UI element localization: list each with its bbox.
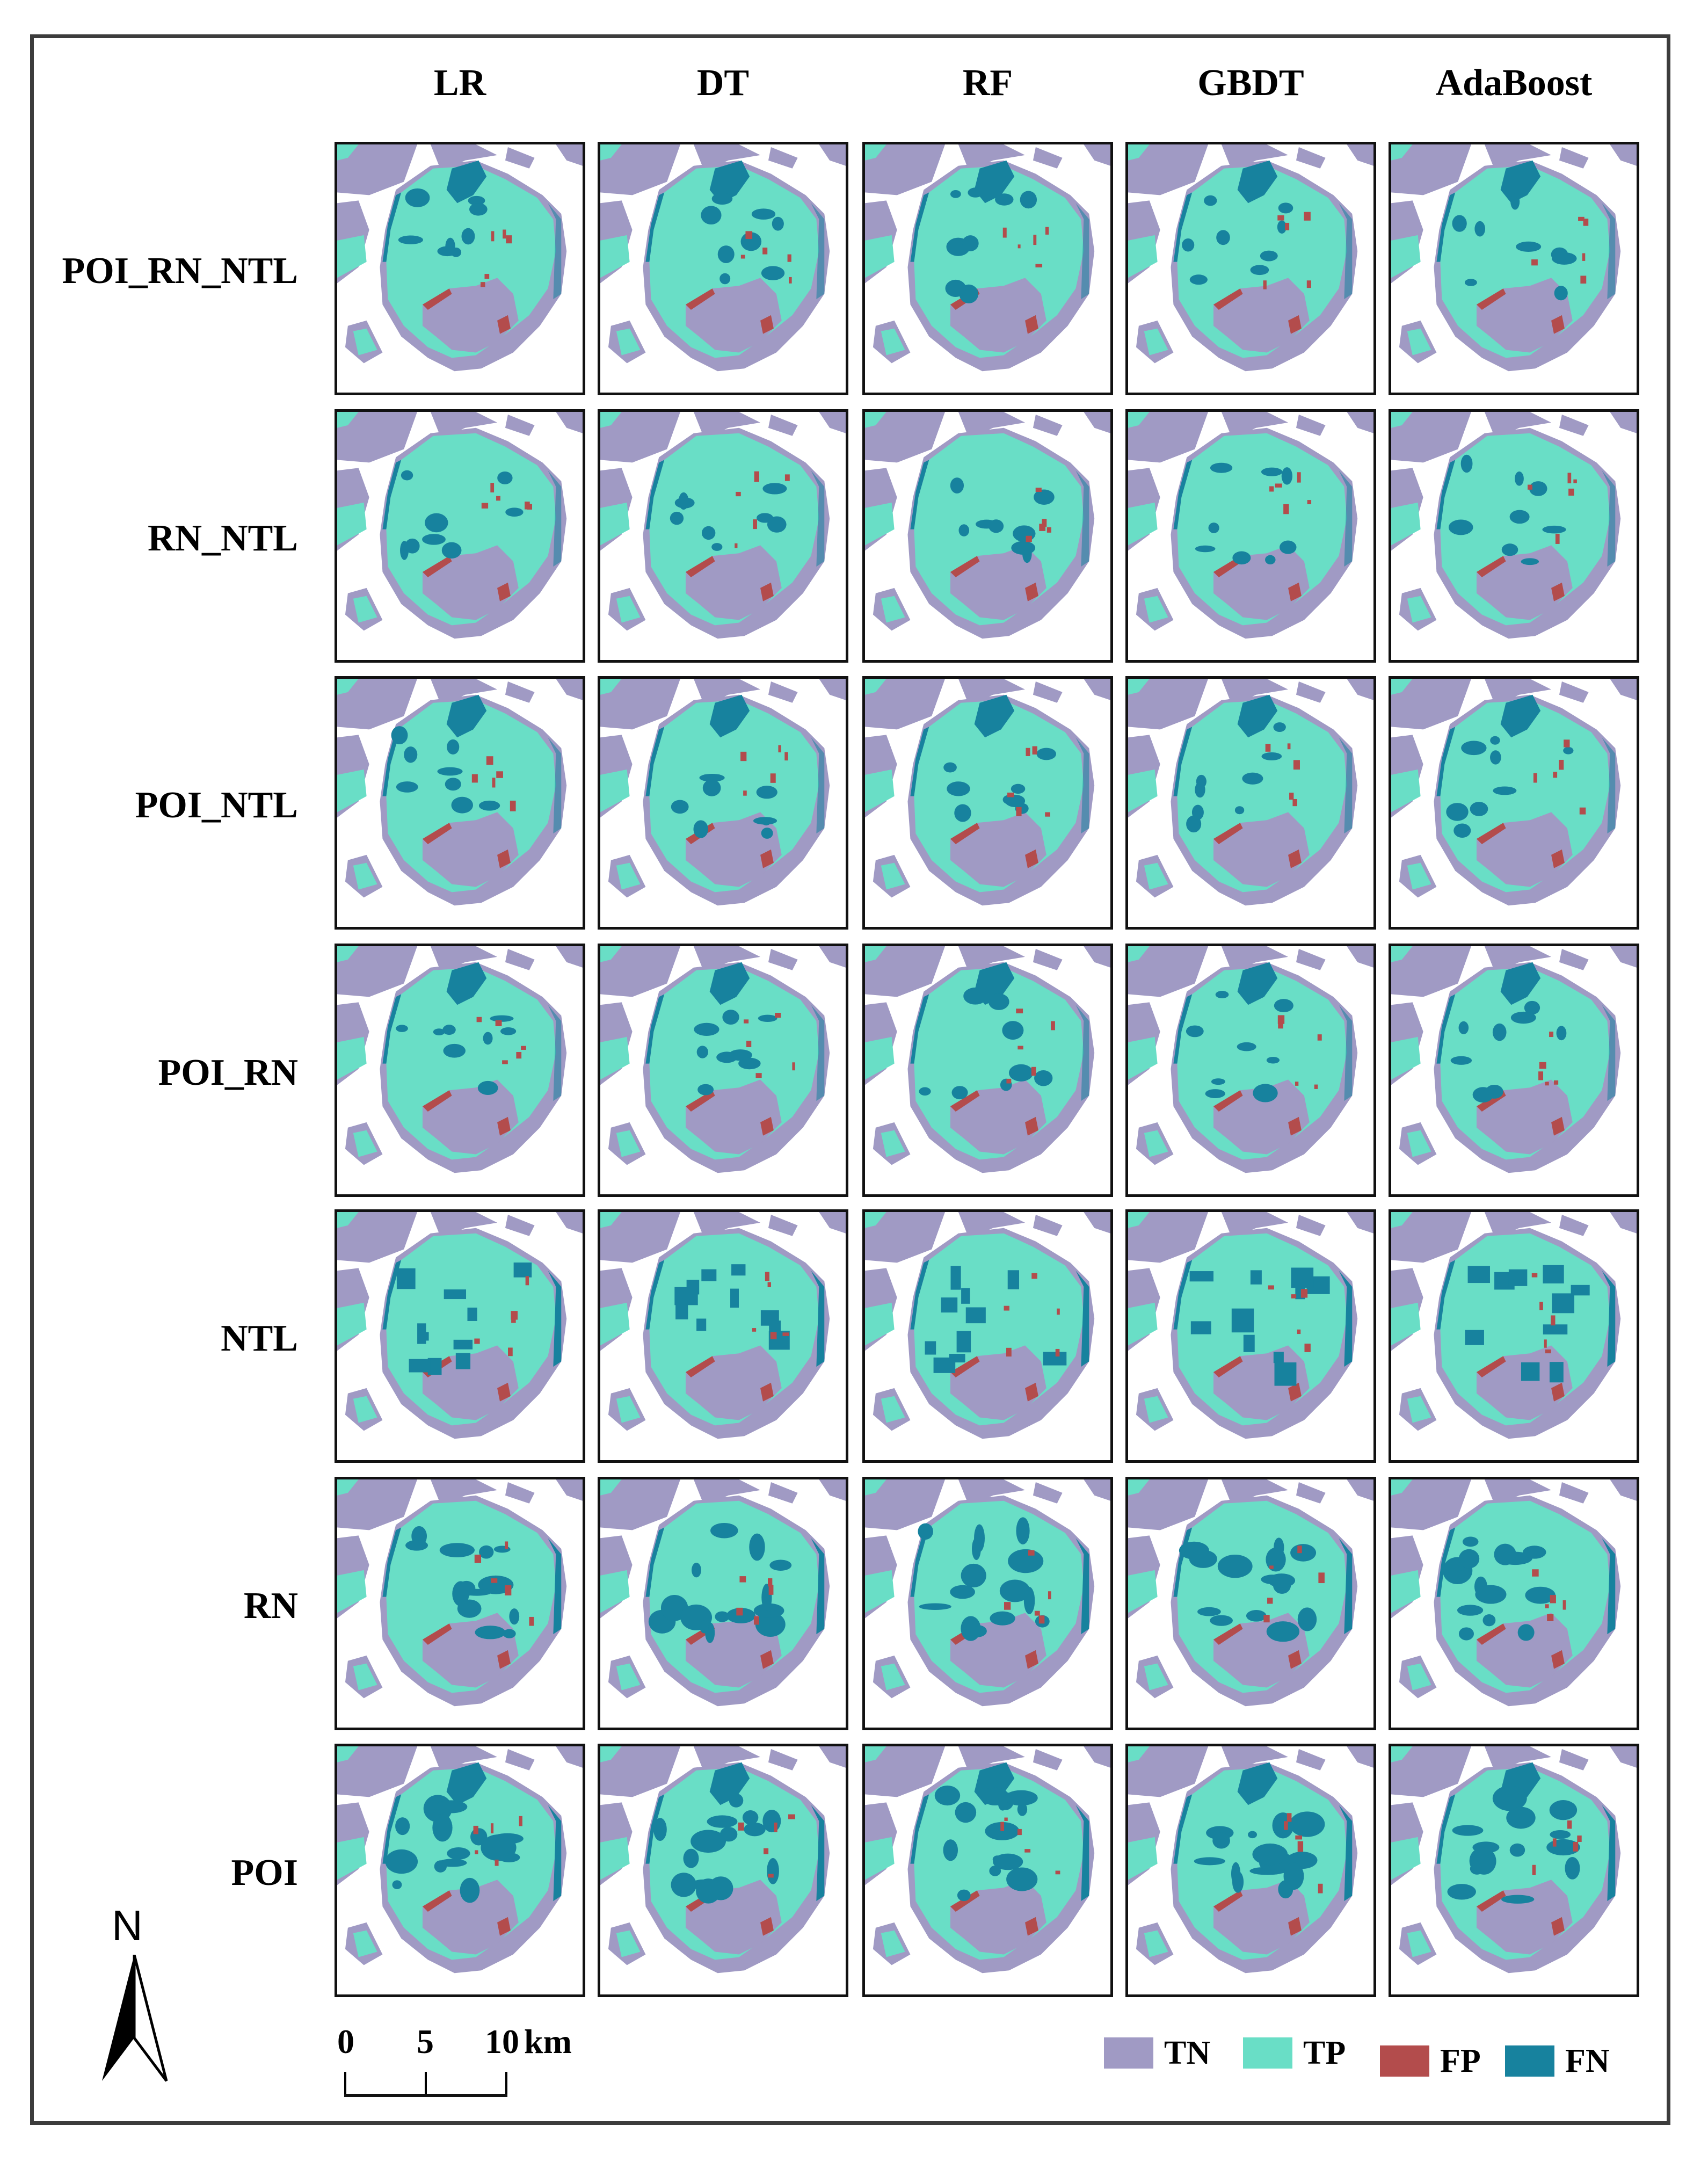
map-panel-poi-rn-ntl-rf: [862, 142, 1113, 395]
legend-label-fn: FN: [1565, 2042, 1610, 2079]
map-panel-poi-rn-dt: [598, 944, 848, 1197]
legend-swatch-fp: [1380, 2045, 1429, 2077]
map-panel-poi-ntl-lr: [335, 676, 585, 930]
map-panel-ntl-gbdt: [1125, 1209, 1376, 1463]
map-panel-poi-dt: [598, 1744, 848, 1997]
row-label-poi-rn-ntl: POI_RN_NTL: [62, 250, 298, 292]
map-panel-rn-ntl-dt: [598, 409, 848, 663]
map-panel-poi-adaboost: [1389, 1744, 1639, 1997]
map-panel-poi-lr: [335, 1744, 585, 1997]
map-panel-ntl-lr: [335, 1209, 585, 1463]
map-panel-poi-rn-lr: [335, 944, 585, 1197]
map-panel-rn-ntl-gbdt: [1125, 409, 1376, 663]
column-header-gbdt: GBDT: [1197, 62, 1304, 104]
row-label-poi-rn: POI_RN: [158, 1052, 298, 1093]
map-panel-poi-rn-rf: [862, 944, 1113, 1197]
map-panel-ntl-dt: [598, 1209, 848, 1463]
map-panel-poi-rf: [862, 1744, 1113, 1997]
map-panel-rn-rf: [862, 1477, 1113, 1730]
map-panel-poi-gbdt: [1125, 1744, 1376, 1997]
map-panel-rn-gbdt: [1125, 1477, 1376, 1730]
map-panel-rn-ntl-adaboost: [1389, 409, 1639, 663]
map-panel-poi-ntl-gbdt: [1125, 676, 1376, 930]
map-panel-poi-rn-ntl-lr: [335, 142, 585, 395]
map-panel-poi-ntl-adaboost: [1389, 676, 1639, 930]
north-arrow-label: N: [112, 1902, 143, 1949]
scale-bar: [344, 2072, 507, 2097]
map-panel-poi-ntl-dt: [598, 676, 848, 930]
row-label-poi: POI: [231, 1852, 298, 1893]
row-label-rn: RN: [243, 1585, 298, 1627]
figure-frame: [30, 34, 1670, 2125]
column-header-dt: DT: [696, 62, 750, 104]
legend-item-fp: FP: [1380, 2042, 1481, 2079]
map-panel-poi-rn-adaboost: [1389, 944, 1639, 1197]
scale-tick-5: 5: [417, 2022, 434, 2061]
column-header-adaboost: AdaBoost: [1435, 62, 1593, 104]
scale-unit: km: [524, 2022, 572, 2061]
map-panel-rn-dt: [598, 1477, 848, 1730]
legend-label-fp: FP: [1440, 2042, 1481, 2079]
map-panel-ntl-adaboost: [1389, 1209, 1639, 1463]
legend-swatch-tn: [1104, 2037, 1153, 2069]
legend-label-tn: TN: [1164, 2034, 1211, 2071]
row-label-poi-ntl: POI_NTL: [135, 785, 298, 826]
legend-label-tp: TP: [1303, 2034, 1346, 2071]
north-arrow-icon: [102, 1955, 168, 2082]
map-panel-poi-rn-ntl-adaboost: [1389, 142, 1639, 395]
map-panel-poi-ntl-rf: [862, 676, 1113, 930]
legend-item-tp: TP: [1243, 2034, 1346, 2071]
row-label-ntl: NTL: [221, 1318, 298, 1359]
row-label-rn-ntl: RN_NTL: [147, 518, 298, 559]
legend-swatch-tp: [1243, 2037, 1292, 2069]
legend-item-tn: TN: [1104, 2034, 1211, 2071]
legend-item-fn: FN: [1505, 2042, 1610, 2079]
legend-swatch-fn: [1505, 2045, 1554, 2077]
scale-tick-0: 0: [337, 2022, 354, 2061]
map-panel-poi-rn-ntl-gbdt: [1125, 142, 1376, 395]
column-header-lr: LR: [433, 62, 486, 104]
map-panel-rn-ntl-rf: [862, 409, 1113, 663]
map-panel-poi-rn-gbdt: [1125, 944, 1376, 1197]
scale-tick-10: 10: [485, 2022, 519, 2061]
map-panel-rn-lr: [335, 1477, 585, 1730]
map-panel-ntl-rf: [862, 1209, 1113, 1463]
column-header-rf: RF: [962, 62, 1013, 104]
map-panel-rn-adaboost: [1389, 1477, 1639, 1730]
map-panel-poi-rn-ntl-dt: [598, 142, 848, 395]
map-panel-rn-ntl-lr: [335, 409, 585, 663]
